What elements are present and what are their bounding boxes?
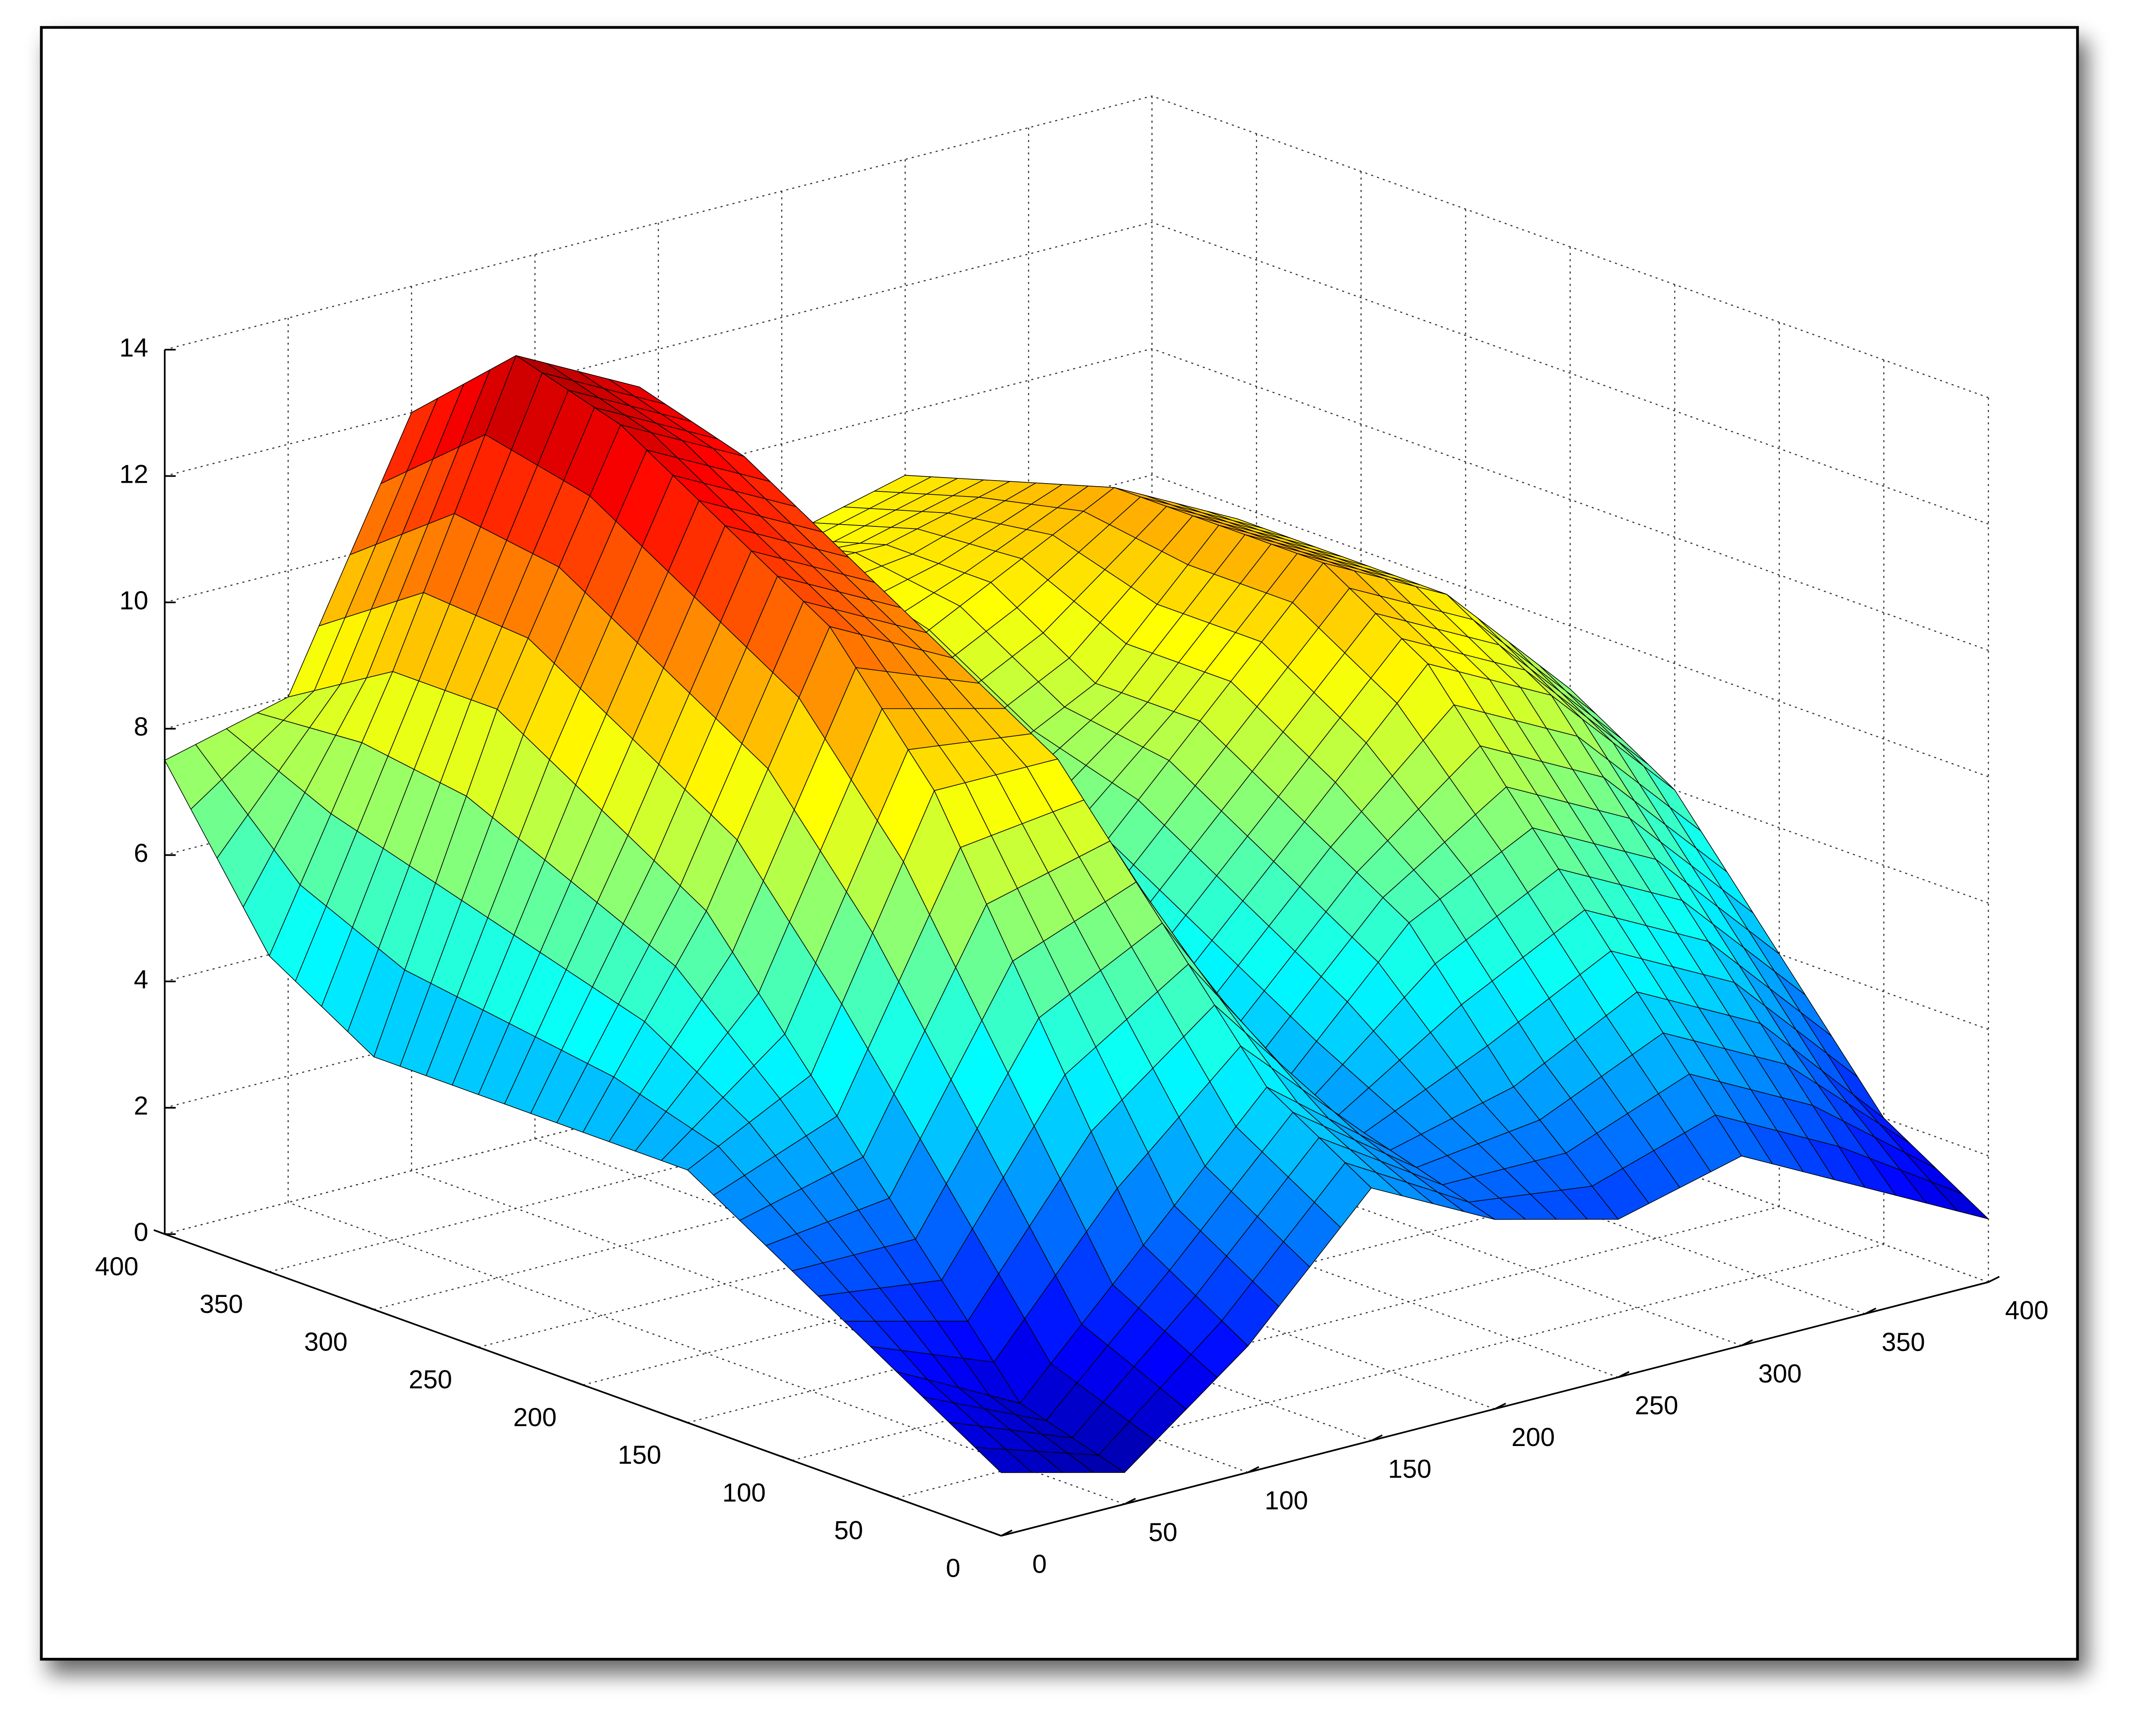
y-tick xyxy=(153,1229,165,1235)
z-tick-label: 2 xyxy=(134,1091,149,1120)
x-tick-label: 0 xyxy=(1032,1549,1047,1578)
y-tick-label: 300 xyxy=(304,1327,348,1356)
y-tick-label: 400 xyxy=(95,1252,139,1281)
x-tick-label: 400 xyxy=(2005,1295,2049,1325)
z-tick-label: 12 xyxy=(119,459,148,488)
grid-line xyxy=(1152,348,1989,651)
y-tick-label: 50 xyxy=(834,1516,863,1545)
surface xyxy=(164,355,1989,1473)
x-axis xyxy=(1001,1281,1989,1537)
y-tick-label: 100 xyxy=(723,1478,766,1507)
surface-patch xyxy=(974,1447,1032,1473)
x-tick-label: 250 xyxy=(1635,1391,1678,1420)
x-tick-label: 350 xyxy=(1882,1327,1925,1357)
y-tick-label: 250 xyxy=(409,1365,452,1394)
z-tick-label: 8 xyxy=(134,712,149,741)
z-tick-label: 6 xyxy=(134,838,149,868)
y-tick-label: 350 xyxy=(200,1289,243,1319)
labels: 0501001502002503003504000501001502002503… xyxy=(95,333,2049,1583)
z-tick-label: 10 xyxy=(119,586,148,615)
grid-line xyxy=(1152,95,1989,398)
x-tick xyxy=(1988,1276,2000,1283)
z-tick-label: 14 xyxy=(119,333,148,362)
grid-line xyxy=(1152,475,1989,777)
x-tick-label: 50 xyxy=(1149,1517,1178,1547)
z-tick-label: 0 xyxy=(134,1217,149,1247)
y-tick-label: 0 xyxy=(946,1553,961,1583)
y-tick-label: 150 xyxy=(618,1440,662,1469)
x-tick-label: 200 xyxy=(1512,1422,1555,1452)
z-tick-label: 4 xyxy=(134,965,149,994)
y-tick-label: 200 xyxy=(513,1402,557,1432)
x-tick-label: 300 xyxy=(1758,1359,1802,1388)
x-tick-label: 150 xyxy=(1388,1454,1432,1483)
y-axis xyxy=(164,1233,1002,1537)
x-tick-label: 100 xyxy=(1264,1486,1308,1515)
grid-line xyxy=(1152,222,1989,525)
